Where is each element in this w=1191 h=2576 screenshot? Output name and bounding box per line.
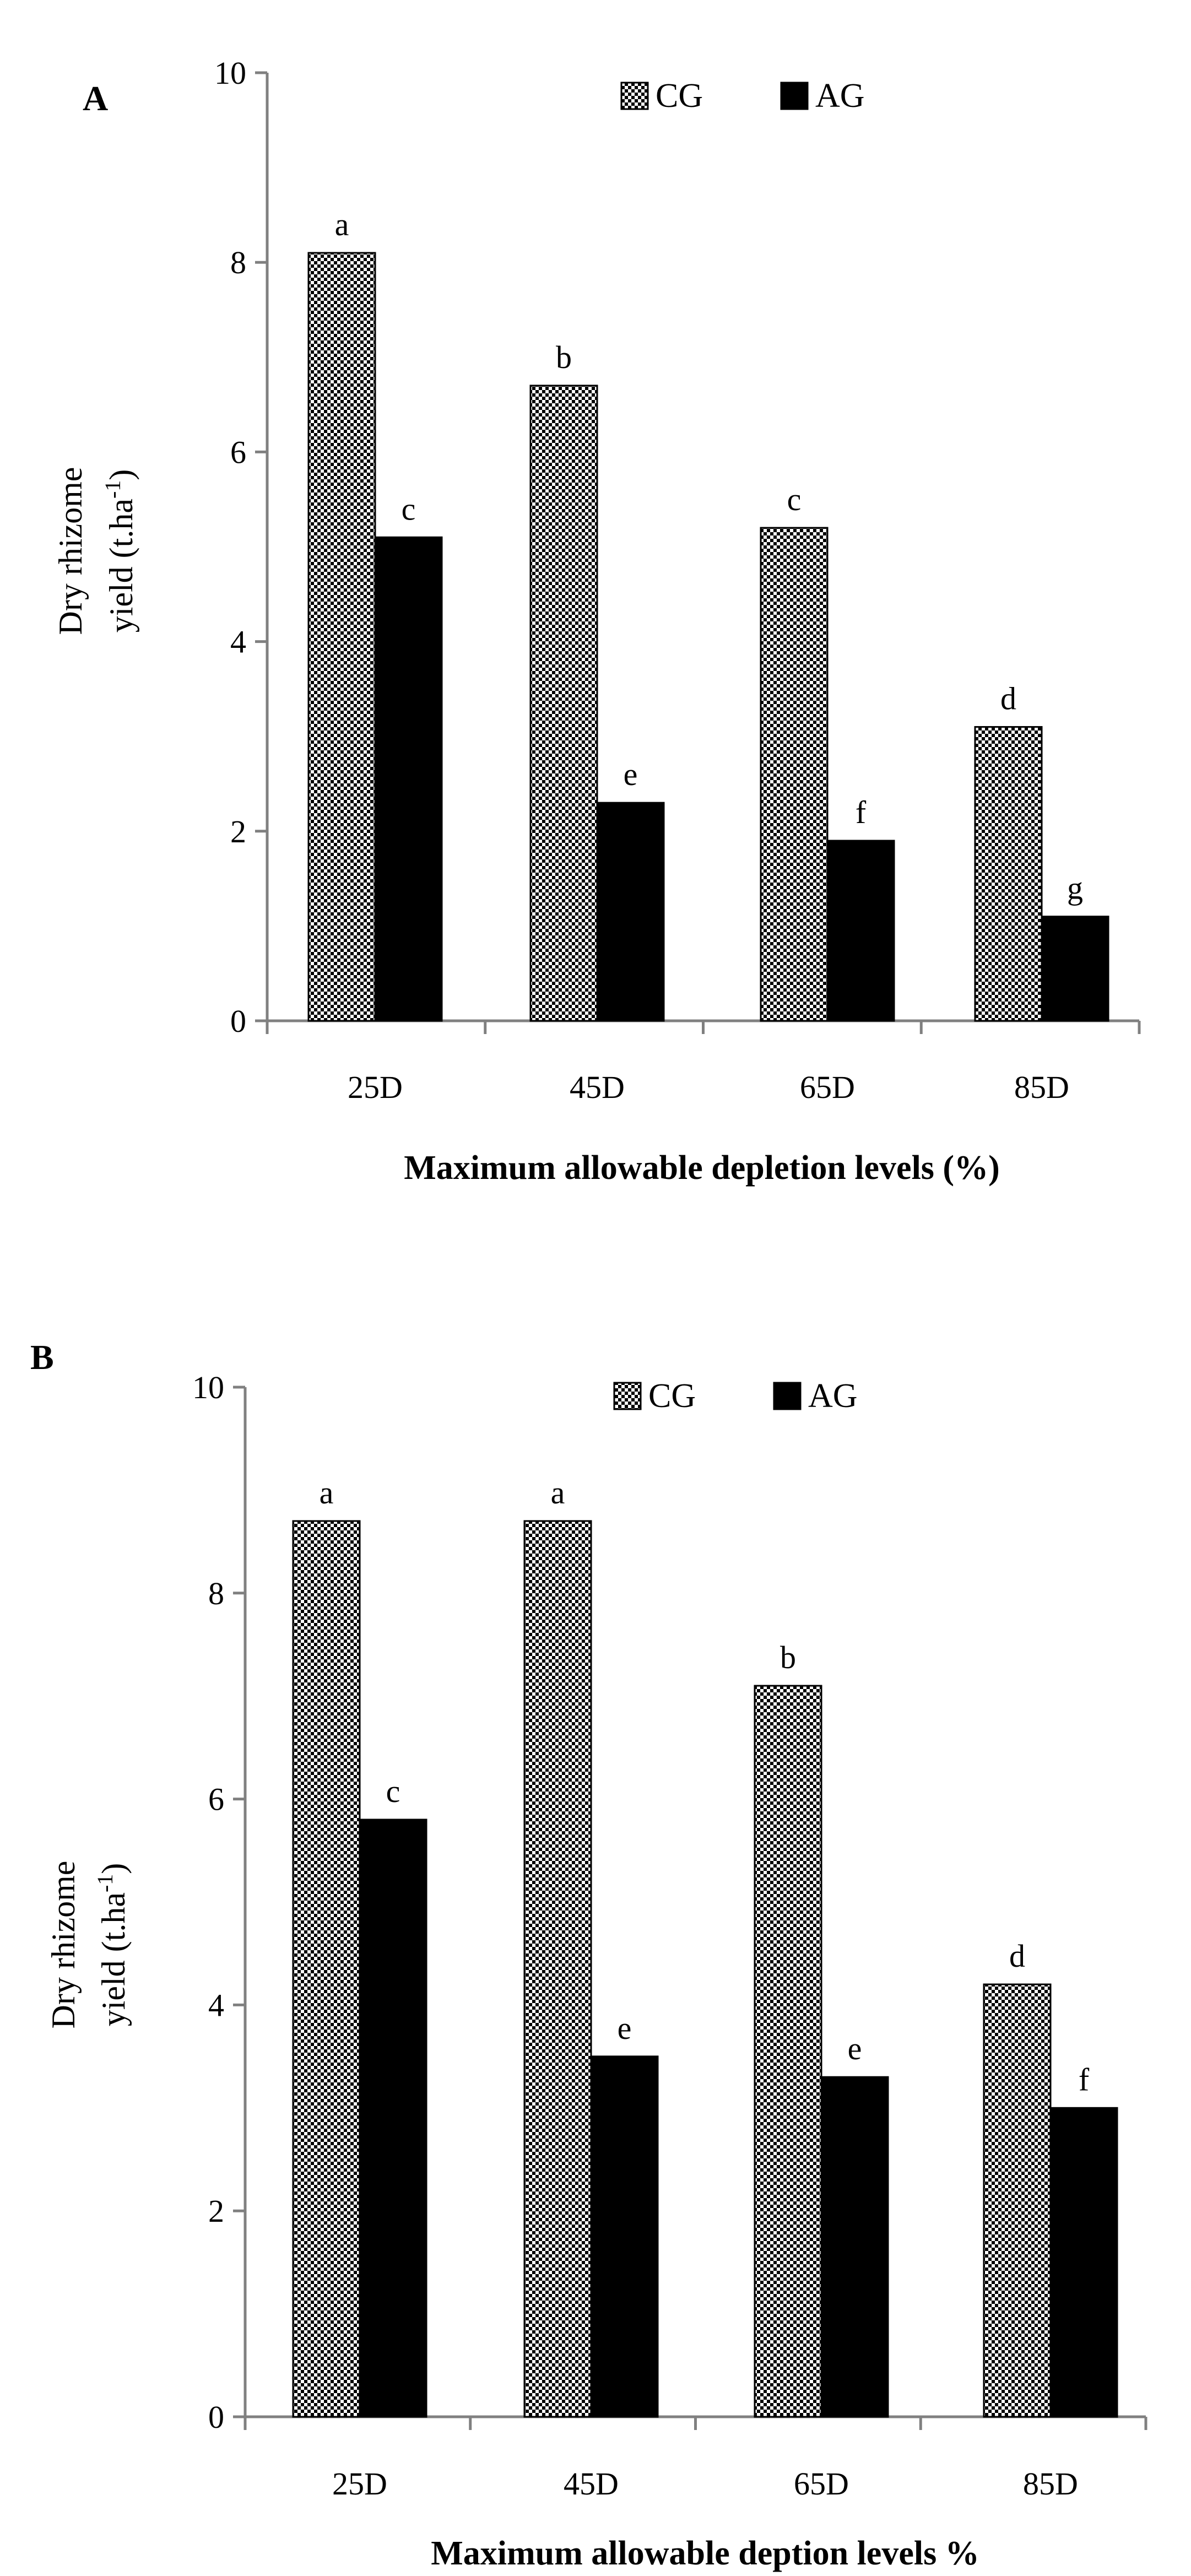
bar-ag-45d	[596, 802, 665, 1022]
significance-letter: c	[386, 1773, 400, 1809]
y-axis-label-prefix: yield (t.ha	[95, 1892, 132, 2026]
bar-cg-85d	[974, 726, 1043, 1022]
x-tick-label: 45D	[564, 2466, 619, 2502]
x-axis-label: Maximum allowable deption levels %	[431, 2535, 979, 2572]
y-tick-label: 10	[214, 55, 246, 91]
bar-ag-25d	[359, 1819, 427, 2418]
chart-panel-b: B 0 2 4 6 8 10 a c 25D a e 45D b e 65D d f 85D Maximum allo…	[30, 1338, 1147, 2572]
legend-swatch-cg	[620, 82, 649, 110]
legend-label-cg: CG	[656, 77, 703, 115]
y-axis-label-line1: Dry rhizome	[52, 467, 89, 635]
y-axis-label-suffix: )	[103, 469, 139, 480]
y-axis-label-line1: Dry rhizome	[45, 1861, 82, 2029]
y-axis-label-superscript: -1	[100, 480, 125, 499]
y-tick-label: 8	[230, 245, 246, 280]
x-axis-label: Maximum allowable depletion levels (%)	[404, 1149, 999, 1187]
significance-letter: e	[624, 756, 638, 792]
chart-panel-a: A 0 2 4 6 8 10 a c 25D b e 45D c f 65D d g 85D Maximum allo…	[52, 55, 1141, 1187]
significance-letter: b	[780, 1639, 796, 1675]
bar-ag-65d	[826, 840, 895, 1022]
bar-ag-85d	[1041, 916, 1109, 1022]
significance-letter: f	[856, 794, 867, 830]
bar-cg-85d	[983, 1983, 1052, 2418]
y-axis-label-superscript: -1	[93, 1874, 117, 1892]
bar-ag-65d	[820, 2076, 889, 2418]
significance-letter: f	[1079, 2061, 1090, 2097]
bar-cg-25d	[307, 252, 376, 1022]
bar-cg-45d	[529, 385, 598, 1022]
significance-letter: a	[320, 1475, 334, 1511]
y-axis-label-suffix: )	[95, 1863, 132, 1874]
significance-letter: d	[1009, 1938, 1025, 1974]
legend: CG AG	[620, 77, 865, 115]
legend-swatch-ag	[780, 82, 809, 110]
bar-ag-25d	[374, 536, 443, 1022]
legend-label-cg: CG	[648, 1377, 696, 1415]
y-tick-label: 6	[230, 434, 246, 470]
x-tick-label: 65D	[794, 2466, 849, 2502]
y-axis-label-prefix: yield (t.ha	[103, 499, 139, 632]
bar-cg-65d	[760, 527, 829, 1022]
significance-letter: e	[618, 2010, 632, 2046]
significance-letter: b	[556, 339, 572, 375]
significance-letter: a	[551, 1475, 565, 1511]
y-tick-label: 0	[208, 2399, 224, 2435]
y-tick-label: 8	[208, 1576, 224, 1611]
significance-letter: g	[1067, 870, 1083, 906]
legend-swatch-ag	[773, 1382, 802, 1410]
significance-letter: d	[1000, 680, 1016, 716]
x-tick-label: 25D	[332, 2466, 387, 2502]
y-tick-label: 4	[230, 624, 246, 660]
significance-letter: c	[787, 481, 802, 517]
bar-cg-65d	[754, 1685, 822, 2418]
legend-label-ag: AG	[808, 1377, 858, 1415]
y-tick-label: 10	[192, 1370, 224, 1405]
legend-swatch-cg	[613, 1382, 642, 1410]
significance-letter: a	[335, 207, 349, 242]
panel-label: B	[30, 1338, 54, 1377]
panel-label: A	[83, 79, 108, 118]
y-tick-label: 0	[230, 1003, 246, 1039]
y-axis-label-line2: yield (t.ha-1)	[93, 1863, 132, 2027]
y-tick-label: 4	[208, 1987, 224, 2023]
significance-letter: e	[848, 2031, 862, 2066]
y-axis-label-line2: yield (t.ha-1)	[100, 469, 139, 633]
bar-cg-25d	[292, 1520, 361, 2418]
x-tick-label: 85D	[1023, 2466, 1078, 2502]
x-tick-label: 85D	[1014, 1069, 1069, 1105]
legend: CG AG	[613, 1377, 858, 1415]
bar-ag-45d	[590, 2055, 659, 2418]
significance-letter: c	[402, 491, 416, 527]
x-tick-label: 45D	[570, 1069, 625, 1105]
x-tick-label: 65D	[800, 1069, 855, 1105]
y-tick-label: 2	[230, 814, 246, 849]
y-tick-label: 2	[208, 2193, 224, 2229]
legend-label-ag: AG	[815, 77, 865, 115]
x-tick-label: 25D	[348, 1069, 403, 1105]
y-tick-label: 6	[208, 1782, 224, 1817]
bar-ag-85d	[1049, 2107, 1118, 2418]
bar-cg-45d	[523, 1520, 592, 2418]
